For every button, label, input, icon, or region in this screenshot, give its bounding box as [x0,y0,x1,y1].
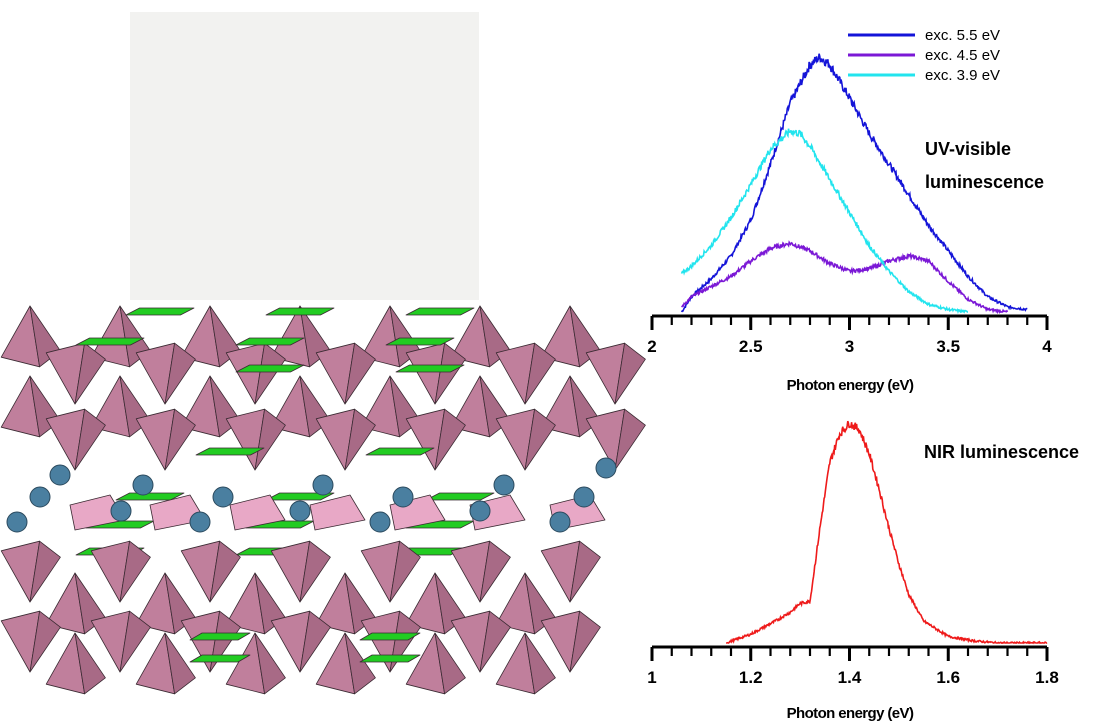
uv-tick-label: 2 [647,337,656,356]
tetrahedron [614,408,646,471]
tetrahedron [524,342,556,405]
uv-annotation-line-2: luminescence [925,172,1044,192]
tetrahedron [434,342,466,405]
square-planar-unit [125,307,195,316]
series-line-uv-2 [680,128,969,315]
tetrahedron [29,540,61,603]
legend-label-0: exc. 5.5 eV [925,27,1000,44]
uv-legend: exc. 5.5 eV exc. 4.5 eV exc. 3.9 eV [848,27,1000,84]
square-planar-unit [265,307,335,316]
uv-tick-label: 3 [845,337,854,356]
tetrahedron [479,610,511,673]
cation-sphere [189,511,211,533]
tetrahedron [344,342,376,405]
square-planar-unit [115,492,185,501]
square-planar-unit [189,632,251,641]
tetrahedron [164,342,196,405]
mid-polyhedron [229,494,286,531]
nir-x-axis: 1 1.2 1.4 1.6 1.8 [647,645,1059,687]
uv-tick-label: 3.5 [936,337,960,356]
tetrahedron [74,632,106,695]
uv-tick-label: 2.5 [739,337,763,356]
square-planar-unit [405,307,475,316]
legend-label-1: exc. 4.5 eV [925,47,1000,64]
square-planar-unit [395,364,465,373]
cation-sphere [289,500,311,522]
series-line-uv-0 [680,53,1028,313]
sample-photo [130,12,479,300]
cation-sphere [469,500,491,522]
nir-annotation: NIR luminescence [924,442,1079,462]
tetrahedron [299,610,331,673]
tetrahedron [164,632,196,695]
tetrahedron [524,632,556,695]
series-line-uv-1 [680,240,1009,315]
tetrahedron [614,342,646,405]
square-planar-unit [385,337,455,346]
nir-tick-label: 1.6 [936,668,960,687]
nir-series-group [726,420,1048,645]
tetrahedron [569,540,601,603]
cation-sphere [595,457,617,479]
square-planar-unit [365,447,435,456]
nir-tick-label: 1 [647,668,656,687]
cation-sphere [573,486,595,508]
crystal-structure [0,305,646,695]
nir-tick-label: 1.8 [1035,668,1059,687]
tetrahedron [434,408,466,471]
tetrahedron [434,632,466,695]
uv-series-group [680,53,1028,315]
square-planar-unit [195,447,265,456]
cation-sphere [29,486,51,508]
tetrahedron [569,610,601,673]
tetrahedron [299,540,331,603]
square-planar-unit [265,492,335,501]
tetrahedron [254,342,286,405]
tetrahedron [164,408,196,471]
square-planar-unit [425,492,495,501]
cation-sphere [312,474,334,496]
square-planar-unit [75,337,145,346]
square-planar-unit [189,654,251,663]
square-planar-unit [235,364,305,373]
tetrahedron [344,408,376,471]
nir-tick-label: 1.2 [739,668,763,687]
mid-polyhedron [309,494,366,531]
square-planar-unit [235,337,305,346]
cation-sphere [110,500,132,522]
cation-sphere [493,474,515,496]
nir-tick-label: 1.4 [838,668,862,687]
uv-annotation-line-1: UV-visible [925,139,1011,159]
tetrahedron [29,610,61,673]
uv-visible-chart: 2 2.5 3 3.5 4 Photon energy (eV) exc. 5.5 eV… [647,27,1052,394]
tetrahedron [479,540,511,603]
tetrahedron [254,632,286,695]
series-line-nir-0 [726,420,1048,645]
cation-sphere [369,511,391,533]
square-planar-unit [359,654,421,663]
tetrahedron [74,408,106,471]
cation-sphere [549,511,571,533]
square-planar-unit [359,632,421,641]
nir-x-axis-title: Photon energy (eV) [787,705,914,722]
cation-sphere [212,486,234,508]
uv-x-axis-title: Photon energy (eV) [787,377,914,394]
cation-sphere [6,511,28,533]
tetrahedron [209,540,241,603]
cation-sphere [49,464,71,486]
tetrahedron [524,408,556,471]
tetrahedron [389,540,421,603]
cation-sphere [132,474,154,496]
tetrahedron [254,408,286,471]
uv-tick-label: 4 [1042,337,1052,356]
cation-sphere [392,486,414,508]
legend-label-2: exc. 3.9 eV [925,67,1000,84]
nir-chart: 1 1.2 1.4 1.6 1.8 Photon energy (eV) NIR lum… [647,420,1079,722]
tetrahedron [344,632,376,695]
uv-x-axis: 2 2.5 3 3.5 4 [647,314,1052,356]
tetrahedron [74,342,106,405]
tetrahedron [119,540,151,603]
tetrahedron [119,610,151,673]
